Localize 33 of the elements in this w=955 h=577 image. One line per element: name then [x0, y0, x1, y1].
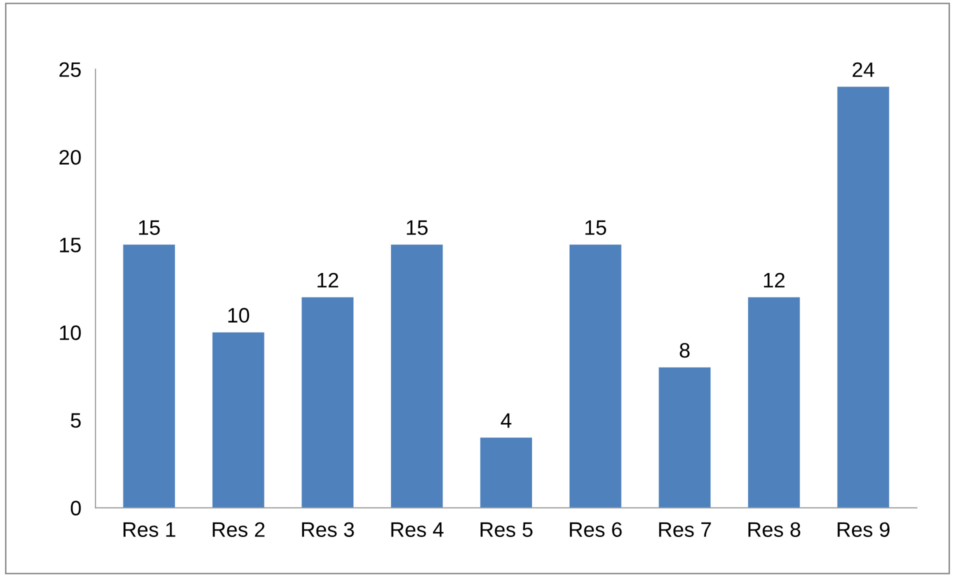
bar	[658, 367, 711, 508]
bar	[302, 297, 354, 508]
data-label: 15	[139, 220, 160, 235]
data-label: 10	[228, 308, 250, 323]
y-tick-label: 20	[59, 150, 81, 165]
bar	[390, 244, 443, 508]
x-tick-label: Res 1	[124, 522, 176, 537]
y-tick-label: 15	[60, 238, 81, 252]
x-tick-label: Res 8	[748, 522, 800, 537]
data-label: 24	[852, 62, 874, 77]
bar	[570, 244, 622, 508]
x-tick-label: Res 9	[838, 522, 890, 537]
x-tick-label: Res 3	[302, 522, 354, 537]
data-label: 15	[585, 220, 606, 235]
bar	[212, 332, 264, 508]
data-label: 15	[406, 220, 428, 235]
x-tick-label: Res 7	[659, 522, 711, 537]
data-label: 12	[318, 272, 338, 288]
x-tick-label: Res 2	[212, 522, 264, 537]
data-label: 4	[500, 413, 512, 428]
y-tick-label: 25	[59, 62, 81, 77]
y-tick-label: 5	[70, 413, 81, 428]
x-tick-label: Res 5	[480, 522, 532, 537]
x-tick-label: Res 4	[391, 522, 444, 537]
data-label: 8	[680, 343, 690, 358]
data-label: 12	[764, 272, 785, 288]
bar	[837, 86, 890, 508]
x-tick-label: Res 6	[570, 522, 622, 537]
y-tick-label: 0	[70, 500, 81, 516]
y-tick-label: 10	[60, 325, 81, 340]
bar	[480, 438, 532, 508]
bar	[748, 297, 800, 508]
bar	[123, 244, 175, 508]
